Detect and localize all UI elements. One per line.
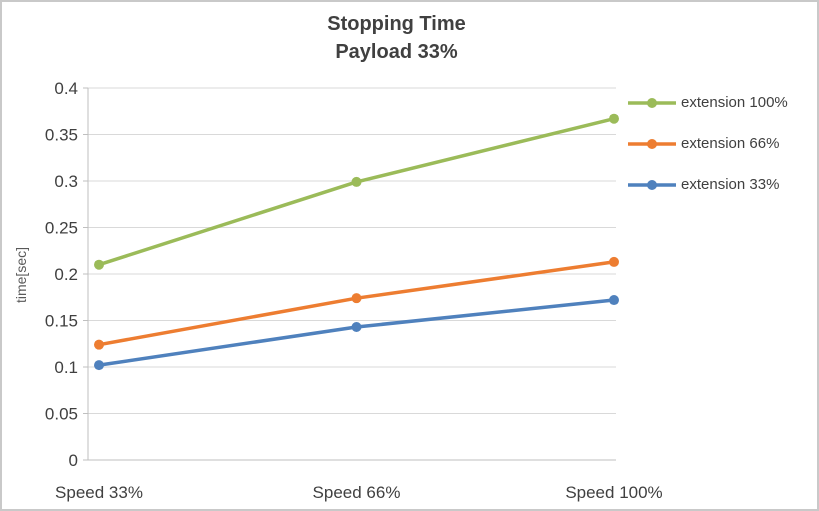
y-tick-label: 0 bbox=[69, 451, 78, 470]
legend-label: extension 100% bbox=[681, 94, 788, 111]
legend-swatch-icon bbox=[628, 138, 676, 149]
series-marker-extension-66 bbox=[94, 339, 104, 350]
series-marker-extension-100 bbox=[609, 113, 619, 124]
series-marker-extension-33 bbox=[94, 360, 104, 371]
series-line-extension-33 bbox=[97, 298, 616, 367]
series-marker-extension-100 bbox=[351, 176, 362, 187]
x-category-label-speed-33: Speed 33% bbox=[55, 483, 143, 502]
y-tick-label: 0.3 bbox=[54, 172, 78, 191]
y-tick-label: 0.35 bbox=[45, 126, 78, 145]
legend-item-extension-100: extension 100% bbox=[628, 94, 788, 111]
series-marker-extension-33 bbox=[609, 295, 619, 306]
series-line-extension-100 bbox=[97, 116, 616, 267]
legend-swatch-icon bbox=[628, 97, 676, 108]
chart-title-block: Stopping Time Payload 33% bbox=[2, 10, 791, 66]
x-category-label-speed-66: Speed 66% bbox=[313, 483, 401, 502]
series-marker-extension-100 bbox=[94, 259, 104, 270]
chart-subtitle: Payload 33% bbox=[335, 41, 458, 63]
series-marker-extension-66 bbox=[609, 256, 619, 267]
legend-item-extension-33: extension 33% bbox=[628, 176, 788, 193]
y-tick-label: 0.2 bbox=[54, 265, 78, 284]
chart-title: Stopping Time bbox=[327, 13, 466, 35]
y-tick-label: 0.15 bbox=[45, 312, 78, 331]
y-tick-label: 0.4 bbox=[54, 79, 78, 98]
y-tick-label: 0.05 bbox=[45, 405, 78, 424]
series-marker-extension-66 bbox=[351, 293, 362, 304]
y-tick-label: 0.25 bbox=[45, 219, 78, 238]
x-category-label-speed-100: Speed 100% bbox=[565, 483, 662, 502]
legend: extension 100% extension 66% extension 33% bbox=[628, 94, 788, 193]
legend-label: extension 66% bbox=[681, 135, 780, 152]
legend-label: extension 33% bbox=[681, 176, 780, 193]
legend-item-extension-66: extension 66% bbox=[628, 135, 788, 152]
legend-swatch-icon bbox=[628, 179, 676, 190]
y-tick-label: 0.1 bbox=[54, 358, 78, 377]
series-marker-extension-33 bbox=[351, 322, 362, 333]
